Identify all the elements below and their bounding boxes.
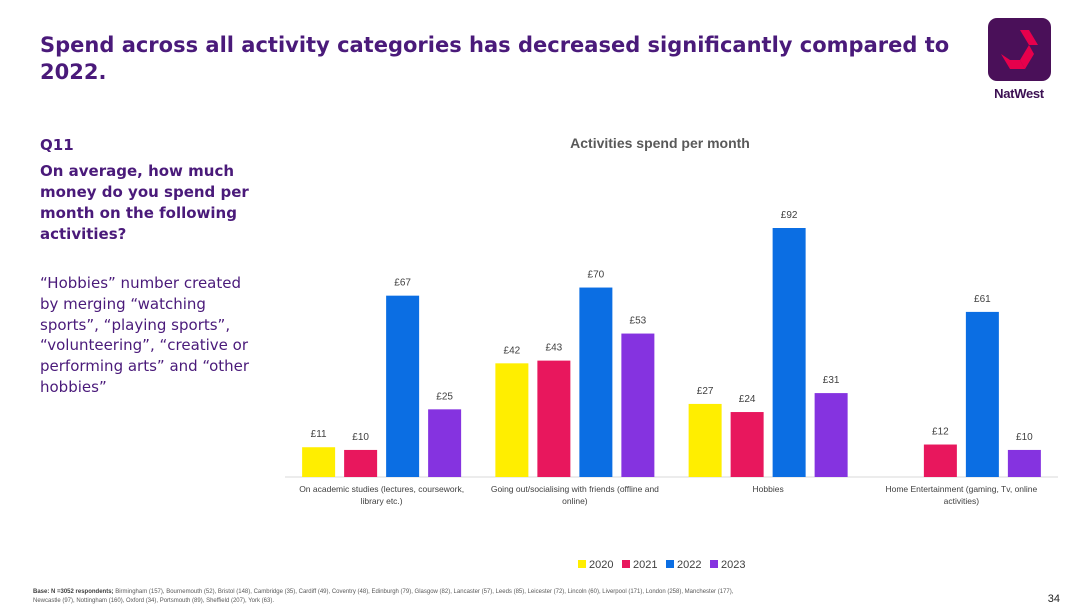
data-label-2023-cat1: £25	[436, 391, 453, 402]
base-text: Birmingham (157), Bournemouth (52), Bris…	[33, 589, 734, 604]
category-label-1-line1: On academic studies (lectures, coursewor…	[299, 484, 464, 494]
data-label-2020-cat3: £27	[697, 386, 714, 397]
hobbies-note: “Hobbies” number created by merging “wat…	[40, 274, 250, 396]
bar-2022-cat4	[965, 311, 999, 477]
slide-title: Spend across all activity categories has…	[40, 33, 950, 84]
question-text: On average, how much money do you spend …	[40, 162, 249, 243]
category-label-3-line1: Hobbies	[753, 484, 784, 494]
data-label-2021-cat2: £43	[546, 343, 563, 354]
legend-swatch-2022	[666, 560, 674, 568]
base-label: Base: N =3052 respondents;	[33, 589, 114, 595]
data-label-2021-cat1: £10	[352, 432, 369, 443]
bar-2020-cat2	[495, 363, 529, 477]
bar-2022-cat2	[579, 287, 613, 477]
page-number: 34	[1047, 593, 1060, 605]
legend-label-2023: 2023	[721, 559, 745, 571]
natwest-wordmark: NatWest	[994, 86, 1044, 101]
natwest-logo: NatWest	[985, 18, 1053, 104]
category-label-2-line2: online)	[562, 496, 588, 506]
bar-2023-cat3	[814, 393, 848, 477]
bar-2022-cat3	[772, 228, 806, 477]
bar-2022-cat1	[386, 295, 420, 477]
category-label-4-line2: activities)	[944, 496, 980, 506]
legend-swatch-2020	[578, 560, 586, 568]
legend-swatch-2023	[710, 560, 718, 568]
bar-2021-cat4	[923, 444, 957, 477]
bar-2020-cat3	[688, 403, 722, 477]
bar-2023-cat4	[1007, 449, 1041, 477]
data-label-2020-cat2: £42	[504, 345, 521, 356]
bar-2021-cat3	[730, 412, 764, 477]
bar-2023-cat1	[428, 409, 462, 477]
data-label-2020-cat1: £11	[311, 429, 327, 440]
data-label-2023-cat2: £53	[630, 316, 647, 327]
data-label-2023-cat4: £10	[1016, 432, 1033, 443]
bar-2020-cat1	[302, 447, 336, 477]
data-label-2023-cat3: £31	[823, 375, 840, 386]
data-label-2022-cat3: £92	[781, 210, 798, 221]
data-label-2022-cat1: £67	[394, 278, 411, 289]
bar-2023-cat2	[621, 333, 655, 477]
data-label-2022-cat2: £70	[588, 270, 605, 281]
base-footnote: Base: N =3052 respondents; Birmingham (1…	[33, 588, 753, 606]
legend-label-2021: 2021	[633, 559, 657, 571]
legend-swatch-2021	[622, 560, 630, 568]
legend-label-2022: 2022	[677, 559, 701, 571]
natwest-logo-mark	[988, 18, 1051, 81]
category-label-4-line1: Home Entertainment (gaming, Tv, online	[885, 484, 1037, 494]
legend-label-2020: 2020	[589, 559, 613, 571]
chart-title: Activities spend per month	[570, 135, 750, 151]
data-label-2022-cat4: £61	[974, 294, 991, 305]
question-number: Q11	[40, 136, 74, 154]
category-label-1-line2: library etc.)	[361, 496, 403, 506]
data-label-2021-cat4: £12	[932, 427, 949, 438]
bar-2021-cat1	[344, 449, 378, 477]
bar-2021-cat2	[537, 360, 571, 477]
category-label-2-line1: Going out/socialising with friends (offl…	[491, 484, 659, 494]
data-label-2021-cat3: £24	[739, 394, 756, 405]
